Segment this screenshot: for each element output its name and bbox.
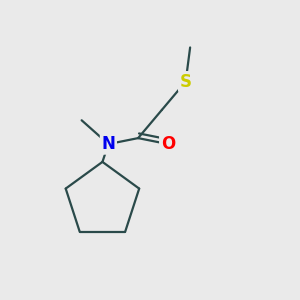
Text: O: O	[161, 135, 175, 153]
Text: S: S	[180, 73, 192, 91]
Text: O: O	[161, 135, 175, 153]
Text: N: N	[101, 135, 115, 153]
Text: N: N	[101, 135, 115, 153]
Text: S: S	[180, 73, 192, 91]
